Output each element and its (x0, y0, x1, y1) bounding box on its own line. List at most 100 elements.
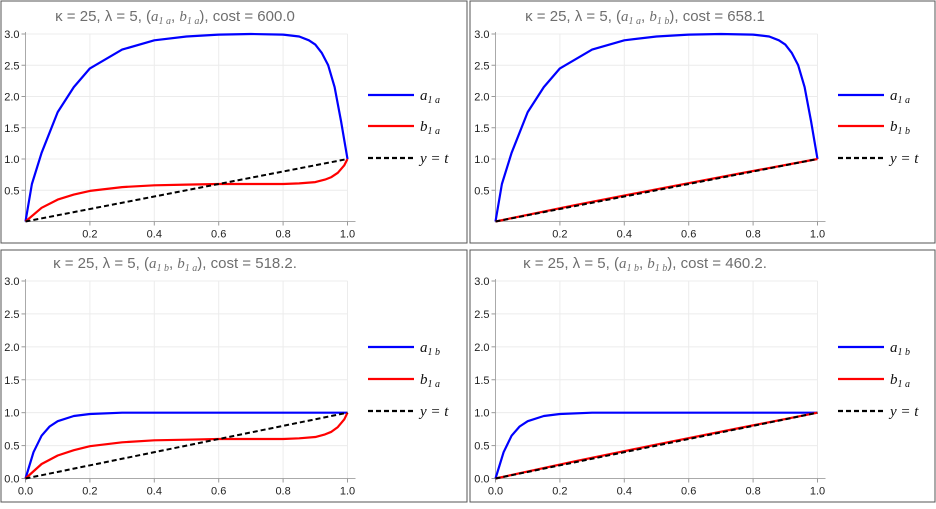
chart-title: κ = 25, λ = 5, (a1 b, b1 a), cost = 518.… (53, 255, 297, 274)
y-tick-label: 2.0 (4, 92, 19, 104)
y-tick-label: 2.0 (474, 342, 489, 354)
title-params: κ = 25, λ = 5, ( (525, 8, 621, 25)
legend-label: y = t (418, 151, 449, 167)
x-tick-label: 0.6 (681, 486, 696, 498)
y-tick-label: 1.5 (474, 375, 489, 387)
legend: a1 ab1 ay = t (368, 88, 449, 167)
series-line-y-equals-t (495, 411, 818, 480)
chart-title: κ = 25, λ = 5, (a1 b, b1 b), cost = 460.… (523, 255, 767, 274)
y-tick-label: 0.5 (474, 441, 489, 453)
title-params: κ = 25, λ = 5, ( (53, 255, 149, 272)
legend-label-subscript: 1 b (428, 347, 441, 358)
legend-item: y = t (838, 151, 919, 167)
title-var: a (621, 9, 629, 25)
title-var: a (149, 256, 157, 272)
legend-label-base: y = t (888, 151, 919, 167)
y-tick-label: 0.5 (4, 185, 19, 197)
legend-label: b1 a (420, 119, 440, 137)
title-var: a (151, 9, 159, 25)
title-separator: , (639, 255, 647, 272)
x-tick-label: 0.4 (617, 229, 632, 241)
panel-frame (0, 0, 468, 244)
chart-title: κ = 25, λ = 5, (a1 a, b1 a), cost = 600.… (55, 8, 295, 27)
legend-label-subscript: 1 a (898, 379, 911, 390)
title-var-subscript: 1 a (159, 16, 172, 27)
title-var: b (179, 9, 187, 25)
legend: a1 b b1 a y = t (838, 340, 919, 420)
y-tick-label: 0.0 (474, 474, 489, 486)
y-tick-label: 2.5 (4, 309, 19, 321)
title-var-subscript: 1 a (629, 16, 642, 27)
title-separator: , (169, 255, 177, 272)
title-var-subscript: 1 b (657, 16, 670, 27)
title-var-subscript: 1 b (156, 263, 169, 274)
legend-label-base: y = t (418, 151, 449, 167)
y-tick-label: 3.0 (474, 276, 489, 288)
y-tick-label: 1.5 (4, 375, 19, 387)
y-tick-label: 0.5 (474, 185, 489, 197)
legend-label-base: b (420, 119, 428, 135)
title-separator: , (641, 8, 649, 25)
legend-label-subscript: 1 b (898, 126, 911, 137)
x-tick-label: 0.0 (18, 486, 33, 498)
legend-label: y = t (888, 404, 919, 420)
y-tick-label: 1.5 (4, 123, 19, 135)
y-tick-label: 3.0 (4, 29, 19, 41)
y-tick-label: 0.0 (4, 474, 19, 486)
series-line-a-1b (494, 411, 818, 479)
x-tick-label: 0.6 (681, 229, 696, 241)
legend-item: b1 a (368, 119, 440, 137)
x-tick-label: 0.4 (147, 229, 162, 241)
y-tick-label: 1.0 (4, 154, 19, 166)
series-line-a-1a (24, 32, 349, 222)
title-cost: ), cost = 518.2. (197, 255, 297, 272)
legend-item: b1 a (838, 372, 910, 390)
series-line-a-1a (494, 32, 819, 222)
legend-label-base: b (890, 119, 898, 135)
panel-frame (469, 249, 936, 503)
title-var-subscript: 1 a (185, 263, 198, 274)
legend-label-base: b (420, 372, 428, 388)
title-var-subscript: 1 b (626, 263, 639, 274)
legend-item: a1 a (368, 88, 440, 106)
series-line-y-equals-t (25, 411, 348, 480)
y-tick-label: 2.5 (474, 309, 489, 321)
legend: a1 b b1 a y = t (368, 340, 449, 420)
legend-item: b1 a (368, 372, 440, 390)
x-tick-label: 0.4 (147, 486, 162, 498)
legend-label: a1 a (890, 88, 910, 106)
legend-label-subscript: 1 a (428, 126, 441, 137)
y-tick-label: 2.0 (4, 342, 19, 354)
x-tick-label: 0.8 (275, 229, 290, 241)
legend-item: a1 b (368, 340, 440, 358)
legend-item: y = t (368, 404, 449, 420)
title-var: b (649, 9, 657, 25)
legend-label-base: a (890, 340, 898, 356)
x-tick-label: 1.0 (810, 229, 825, 241)
legend-label: a1 b (420, 340, 440, 358)
legend-label: y = t (418, 404, 449, 420)
x-tick-label: 1.0 (340, 486, 355, 498)
legend-item: a1 b (838, 340, 910, 358)
title-cost: ), cost = 658.1 (669, 8, 764, 25)
panel-frame (469, 0, 936, 244)
y-tick-label: 1.5 (474, 123, 489, 135)
legend-label-base: y = t (888, 404, 919, 420)
title-var-subscript: 1 a (187, 16, 200, 27)
y-tick-label: 1.0 (474, 154, 489, 166)
series-line-b-1a (24, 412, 349, 480)
x-tick-label: 0.8 (745, 229, 760, 241)
y-tick-label: 1.0 (4, 408, 19, 420)
y-tick-label: 1.0 (474, 408, 489, 420)
y-tick-label: 0.5 (4, 441, 19, 453)
legend-item: b1 b (838, 119, 910, 137)
y-tick-label: 2.5 (4, 60, 19, 72)
x-tick-label: 0.6 (211, 229, 226, 241)
x-tick-label: 0.6 (211, 486, 226, 498)
x-tick-label: 0.2 (552, 486, 567, 498)
legend-label-base: b (890, 372, 898, 388)
chart-panel-4: 0.0 0.2 0.4 0.6 0.8 1.0 0.0 0.5 1.0 1.5 2.0 2.5 3.0 κ… (469, 249, 936, 503)
legend-label-subscript: 1 a (428, 95, 441, 106)
legend-item: a1 a (838, 88, 910, 106)
